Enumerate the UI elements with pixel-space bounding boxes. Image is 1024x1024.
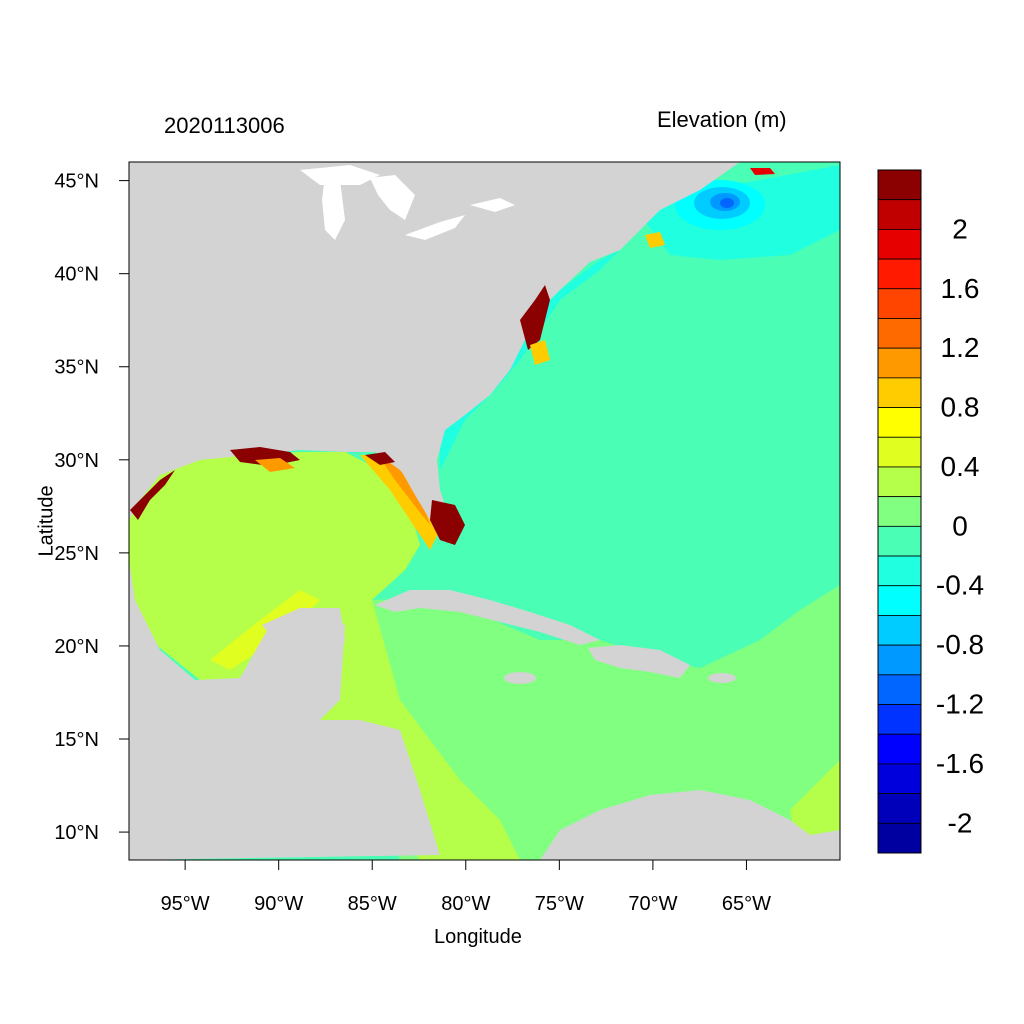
colorbar-label: 0 — [952, 510, 968, 541]
colorbar-swatch — [877, 763, 922, 795]
map-area — [129, 162, 840, 860]
colorbar-swatch — [877, 169, 922, 201]
lake-erie — [405, 215, 465, 240]
variable-title: Elevation (m) — [657, 107, 787, 132]
x-tick-label: 90°W — [254, 893, 303, 915]
louisiana-amber — [255, 458, 295, 472]
y-tick-label: 30°N — [54, 450, 99, 472]
colorbar-frame — [877, 169, 922, 854]
florida-shelf-yellow — [360, 455, 440, 550]
map-frame — [128, 161, 841, 861]
colorbar-swatch — [877, 644, 922, 676]
colorbar-swatch — [877, 436, 922, 468]
x-tick-label: 75°W — [535, 893, 584, 915]
colorbar-swatch — [877, 704, 922, 735]
nova-scotia-surge — [750, 168, 775, 175]
colorbar-swatch — [877, 496, 922, 527]
carolina-surge — [520, 285, 550, 350]
y-tick-label: 10°N — [54, 822, 99, 844]
x-tick-label: 85°W — [348, 893, 397, 915]
colorbar-swatch — [877, 822, 922, 854]
y-tick-label: 35°N — [54, 357, 99, 379]
colorbar-label: -1.6 — [936, 748, 984, 779]
lake-michigan — [322, 175, 345, 240]
colorbar-label: -2 — [948, 807, 973, 838]
north-america-land — [129, 162, 740, 540]
x-tick-label: 95°W — [161, 893, 210, 915]
colorbar-swatch — [877, 407, 922, 438]
x-tick-label: 80°W — [441, 893, 490, 915]
colorbar-swatch — [877, 347, 922, 379]
cuba-land — [375, 590, 600, 645]
texas-surge — [130, 470, 175, 520]
colorbar-swatch — [877, 733, 922, 765]
colorbar-swatch — [877, 525, 922, 557]
mexico-land — [129, 560, 440, 860]
colorbar: 2 1.6 1.2 0.8 0.4 0 -0.4 -0.8 -1.2 -1.6 -2 — [877, 169, 984, 854]
colorbar-swatch — [877, 585, 922, 616]
colorbar-swatch — [877, 199, 922, 230]
colorbar-label: -1.2 — [936, 689, 984, 720]
lake-ontario — [470, 198, 515, 212]
caribbean-field — [372, 585, 840, 860]
cape-cod-amber — [645, 232, 665, 248]
florida-land — [375, 450, 447, 535]
y-tick-label: 45°N — [54, 171, 99, 193]
colorbar-swatch — [877, 466, 922, 498]
y-tick-label: 15°N — [54, 729, 99, 751]
lake-superior — [300, 165, 380, 185]
gulf-yellow-zone — [210, 590, 320, 670]
colorbar-swatch — [877, 377, 922, 408]
colorbar-swatch — [877, 288, 922, 319]
x-axis: 95°W 90°W 85°W 80°W 75°W 70°W 65°W — [161, 860, 771, 915]
y-tick-label: 25°N — [54, 543, 99, 565]
y-axis: 45°N 40°N 35°N 30°N 25°N 20°N 15°N 10°N — [54, 171, 129, 844]
x-tick-label: 65°W — [722, 893, 771, 915]
carolina-amber — [530, 340, 550, 365]
south-america-land — [540, 790, 840, 860]
florida-shelf-amber — [380, 458, 430, 525]
x-axis-title: Longitude — [434, 926, 522, 948]
w-caribbean-field — [300, 600, 520, 860]
lake-huron — [370, 175, 415, 220]
colorbar-label: 1.2 — [941, 332, 980, 363]
colorbar-label: -0.4 — [936, 570, 984, 601]
colorbar-swatch — [877, 555, 922, 587]
jamaica-land — [504, 672, 536, 684]
colorbar-swatch — [877, 793, 922, 824]
colorbar-label: 1.6 — [941, 273, 980, 304]
y-tick-label: 40°N — [54, 264, 99, 286]
date-title: 2020113006 — [164, 113, 285, 138]
colorbar-label: -0.8 — [936, 629, 984, 660]
colorbar-swatch — [877, 674, 922, 705]
colorbar-swatch — [877, 318, 922, 349]
yucatan-land — [262, 608, 345, 720]
maine-low-core — [720, 198, 734, 208]
colorbar-swatch — [877, 615, 922, 646]
big-bend-surge — [365, 452, 395, 465]
colorbar-swatch — [877, 228, 922, 260]
puerto-rico-land — [708, 673, 736, 683]
colorbar-label: 0.4 — [941, 451, 980, 482]
colorbar-label: 0.8 — [941, 392, 980, 423]
x-tick-label: 70°W — [628, 893, 677, 915]
florida-surge — [430, 500, 465, 545]
y-tick-label: 20°N — [54, 636, 99, 658]
hispaniola-land — [588, 645, 690, 678]
colorbar-swatch — [877, 258, 922, 290]
colorbar-label: 2 — [952, 213, 968, 244]
